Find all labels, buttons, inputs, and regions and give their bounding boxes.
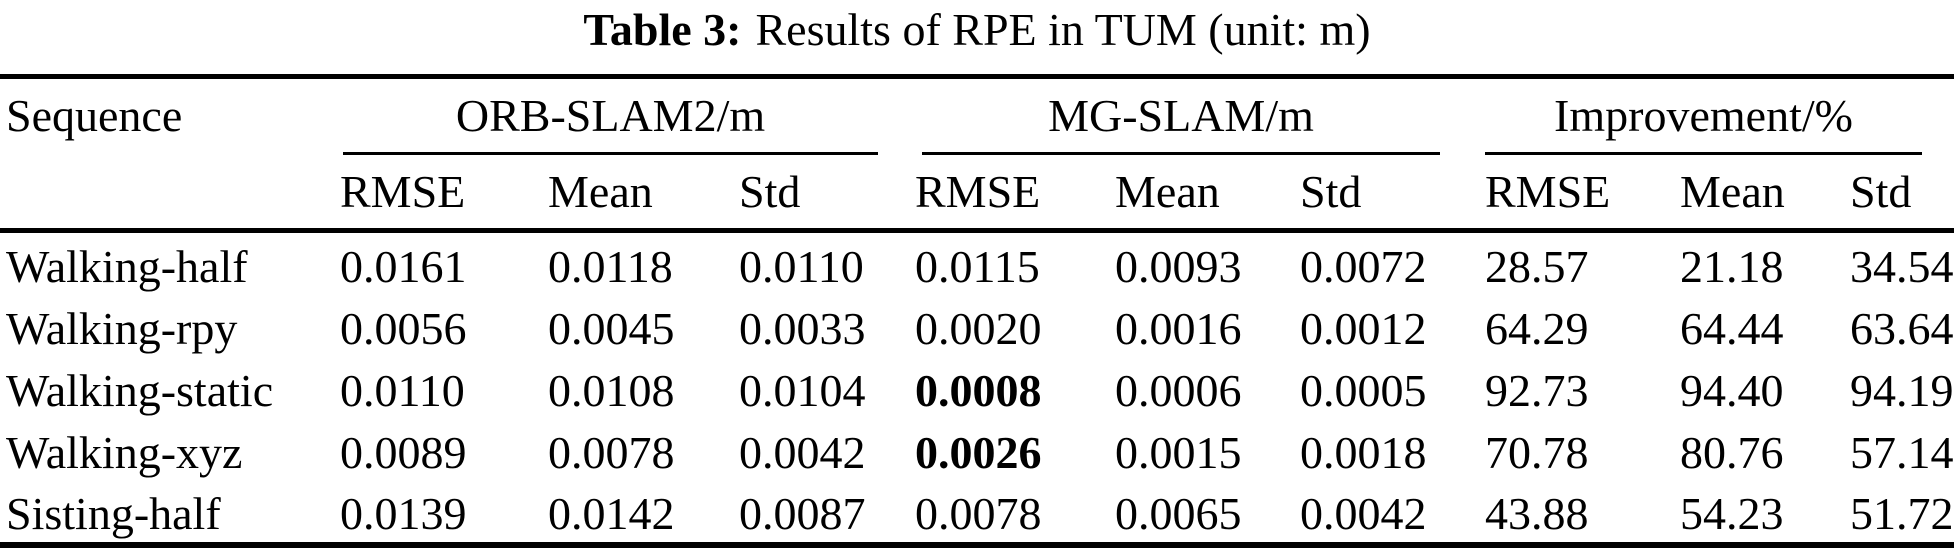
table-caption-label: Table 3: — [583, 4, 742, 55]
subheader-imp-std: Std — [1850, 166, 1912, 217]
table-cell: 0.0033 — [739, 302, 866, 354]
table-cell: 0.0087 — [739, 488, 866, 539]
group-header-improvement: Improvement/% — [1554, 90, 1853, 141]
subheader-imp-mean: Mean — [1680, 166, 1785, 217]
table-cell: 0.0056 — [340, 302, 467, 354]
table-cell: 54.23 — [1680, 488, 1784, 539]
table-cell: 0.0110 — [340, 364, 465, 416]
table-cell: 70.78 — [1485, 426, 1589, 478]
table-cell: 0.0108 — [548, 364, 675, 416]
table-cell: 64.44 — [1680, 302, 1784, 354]
table-cell: 0.0104 — [739, 364, 866, 416]
table-cell: 0.0078 — [915, 488, 1042, 539]
table-cell: 0.0042 — [1300, 488, 1427, 539]
table-caption-text: Results of RPE in TUM (unit: m) — [755, 4, 1371, 55]
table-cell: 0.0118 — [548, 240, 673, 292]
table-cell: 0.0006 — [1115, 364, 1242, 416]
subheader-imp-rmse: RMSE — [1485, 166, 1611, 217]
table-cell: 0.0110 — [739, 240, 864, 292]
subheader-orb-std: Std — [739, 166, 801, 217]
table-cell: 64.29 — [1485, 302, 1589, 354]
table-cell: 28.57 — [1485, 240, 1589, 292]
table-cell: 43.88 — [1485, 488, 1589, 539]
table-cell: 57.14 — [1850, 426, 1954, 478]
table-cell: 34.54 — [1850, 240, 1954, 292]
table-cell: 0.0005 — [1300, 364, 1427, 416]
subheader-mg-rmse: RMSE — [915, 166, 1041, 217]
subheader-mg-mean: Mean — [1115, 166, 1220, 217]
subheader-mg-std: Std — [1300, 166, 1362, 217]
table-cell: 0.0072 — [1300, 240, 1427, 292]
table-cell: 51.72 — [1850, 488, 1954, 539]
table-cell: 21.18 — [1680, 240, 1784, 292]
table-cell: 0.0093 — [1115, 240, 1242, 292]
table-mid-rule — [0, 228, 1954, 233]
table-cell: 0.0115 — [915, 240, 1040, 292]
row-label: Walking-xyz — [6, 426, 243, 478]
row-label: Sisting-half — [6, 488, 221, 539]
column-header-sequence: Sequence — [6, 90, 183, 141]
table-cell: 0.0020 — [915, 302, 1042, 354]
table-cell: 0.0012 — [1300, 302, 1427, 354]
subheader-orb-rmse: RMSE — [340, 166, 466, 217]
row-label: Walking-static — [6, 364, 274, 416]
table-caption: Table 3: Results of RPE in TUM (unit: m) — [0, 2, 1954, 58]
table-cell: 94.19 — [1850, 364, 1954, 416]
mg-group-rule — [922, 152, 1440, 155]
table-cell: 0.0026 — [915, 426, 1042, 478]
table-cell: 0.0008 — [915, 364, 1042, 416]
table-cell: 0.0078 — [548, 426, 675, 478]
table-cell: 0.0142 — [548, 488, 675, 539]
group-header-orb-slam2: ORB-SLAM2/m — [455, 90, 766, 141]
orb-group-rule — [343, 152, 878, 155]
table-cell: 0.0045 — [548, 302, 675, 354]
spacer — [0, 155, 340, 228]
row-label: Walking-rpy — [6, 302, 238, 354]
table-bottom-rule — [0, 542, 1954, 548]
subheader-orb-mean: Mean — [548, 166, 653, 217]
table-cell: 94.40 — [1680, 364, 1784, 416]
table-cell: 0.0018 — [1300, 426, 1427, 478]
table-cell: 0.0065 — [1115, 488, 1242, 539]
table-top-rule — [0, 74, 1954, 79]
table-cell: 0.0161 — [340, 240, 467, 292]
table-cell: 0.0015 — [1115, 426, 1242, 478]
group-header-mg-slam: MG-SLAM/m — [1048, 90, 1314, 141]
table-cell: 80.76 — [1680, 426, 1784, 478]
improvement-group-rule — [1485, 152, 1922, 155]
table-cell: 92.73 — [1485, 364, 1589, 416]
table-cell: 63.64 — [1850, 302, 1954, 354]
row-label: Walking-half — [6, 240, 248, 292]
table-cell: 0.0042 — [739, 426, 866, 478]
results-table: Sequence ORB-SLAM2/m MG-SLAM/m Improveme… — [0, 74, 1954, 548]
table-cell: 0.0139 — [340, 488, 467, 539]
table-cell: 0.0016 — [1115, 302, 1242, 354]
table-cell: 0.0089 — [340, 426, 467, 478]
